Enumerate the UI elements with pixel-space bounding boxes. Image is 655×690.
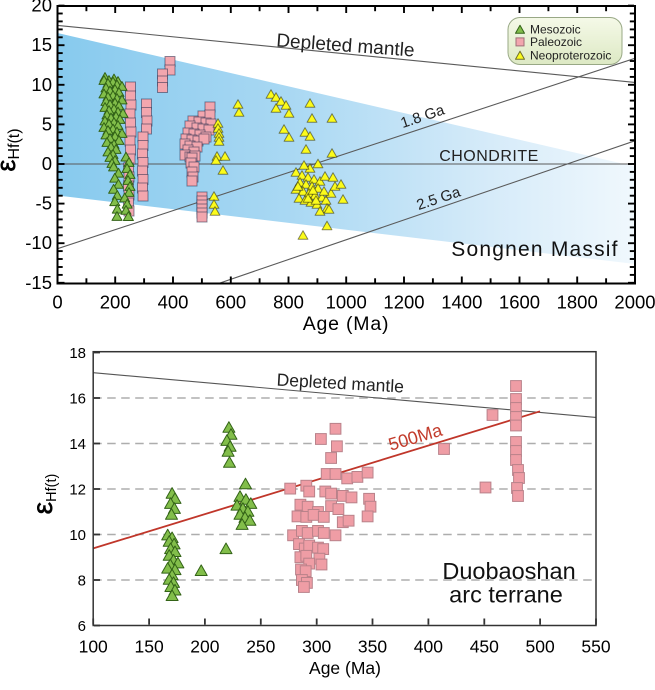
svg-text:300: 300	[302, 637, 331, 657]
svg-text:200: 200	[190, 637, 219, 657]
svg-text:6: 6	[78, 618, 86, 635]
svg-text:500: 500	[525, 637, 554, 657]
svg-text:600: 600	[215, 292, 246, 313]
svg-text:14: 14	[69, 436, 86, 453]
svg-text:550: 550	[581, 637, 610, 657]
svg-text:450: 450	[470, 637, 499, 657]
svg-text:200: 200	[100, 292, 131, 313]
svg-text:20: 20	[31, 0, 52, 16]
svg-text:Age (Ma): Age (Ma)	[309, 658, 381, 678]
svg-text:CHONDRITE: CHONDRITE	[439, 148, 539, 165]
svg-text:400: 400	[158, 292, 189, 313]
svg-text:2000: 2000	[614, 292, 655, 313]
svg-text:10: 10	[31, 74, 52, 95]
svg-text:12: 12	[69, 482, 86, 499]
svg-text:Age (Ma): Age (Ma)	[303, 313, 390, 335]
svg-text:250: 250	[246, 637, 275, 657]
svg-text:5: 5	[42, 113, 52, 134]
svg-text:1600: 1600	[499, 292, 540, 313]
svg-text:0: 0	[42, 153, 52, 174]
svg-text:Paleozoic: Paleozoic	[530, 35, 582, 49]
svg-text:18: 18	[69, 345, 86, 362]
svg-text:1800: 1800	[557, 292, 598, 313]
svg-text:Neoproterozoic: Neoproterozoic	[530, 49, 611, 63]
svg-text:-15: -15	[25, 272, 52, 293]
svg-text:150: 150	[134, 637, 163, 657]
svg-text:0: 0	[52, 292, 62, 313]
svg-text:350: 350	[358, 637, 387, 657]
svg-text:800: 800	[273, 292, 304, 313]
svg-text:100: 100	[79, 637, 108, 657]
svg-text:εHf(t): εHf(t)	[0, 128, 23, 171]
svg-text:10: 10	[69, 527, 86, 544]
svg-text:εHf(t): εHf(t)	[27, 474, 60, 515]
svg-text:16: 16	[69, 391, 86, 408]
svg-text:400: 400	[414, 637, 443, 657]
svg-text:-10: -10	[25, 232, 52, 253]
svg-text:15: 15	[31, 34, 52, 55]
svg-text:arc terrane: arc terrane	[449, 582, 563, 608]
svg-text:Duobaoshan: Duobaoshan	[442, 558, 575, 584]
svg-text:Mesozoic: Mesozoic	[530, 23, 581, 37]
svg-text:1400: 1400	[441, 292, 482, 313]
svg-text:1200: 1200	[383, 292, 424, 313]
svg-text:-5: -5	[36, 193, 52, 214]
svg-text:Songnen Massif: Songnen Massif	[451, 238, 618, 261]
svg-text:1000: 1000	[326, 292, 367, 313]
svg-text:8: 8	[78, 573, 86, 590]
